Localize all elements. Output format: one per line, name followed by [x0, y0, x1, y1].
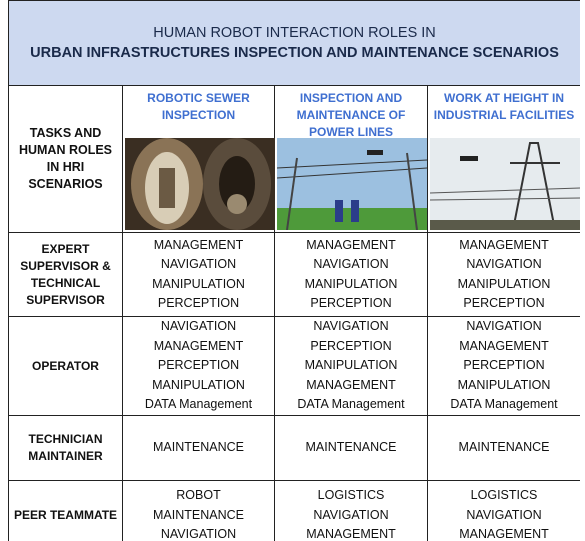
role-row: OPERATOR NAVIGATION MANAGEMENT PERCEPTION MA… — [8, 316, 580, 416]
task-cell: LOGISTICS NAVIGATION MANAGEMENT — [426, 480, 580, 541]
task-item: MANIPULATION — [457, 377, 551, 392]
role-cell: TECHNICIAN MAINTAINER — [8, 415, 123, 481]
sewer-photo — [125, 138, 275, 230]
task-item: DATA Management — [144, 397, 253, 412]
task-item: PERCEPTION — [463, 358, 545, 373]
task-item: NAVIGATION — [160, 527, 237, 541]
page: HUMAN ROBOT INTERACTION ROLES IN URBAN I… — [8, 0, 580, 541]
role-cell: OPERATOR — [8, 316, 123, 416]
role-row: TECHNICIAN MAINTAINER MAINTENANCE MAINTENA… — [8, 415, 580, 481]
task-item: MANAGEMENT — [306, 377, 396, 392]
task-item: MAINTENANCE — [458, 440, 550, 455]
role-row: PEER TEAMMATE ROBOT MAINTENANCE NAVIGATION L… — [8, 480, 580, 541]
task-cell: MANAGEMENT NAVIGATION MANIPULATION PERCEPTI… — [274, 232, 428, 317]
task-item: LOGISTICS — [470, 488, 538, 503]
task-item: MANIPULATION — [304, 276, 398, 291]
task-item: PERCEPTION — [310, 296, 392, 310]
title-cell: HUMAN ROBOT INTERACTION ROLES IN URBAN I… — [8, 0, 580, 86]
task-cell: MAINTENANCE — [274, 415, 428, 481]
task-cell: ROBOT MAINTENANCE NAVIGATION — [122, 480, 275, 541]
corner-cell: TASKS AND HUMAN ROLES IN HRI SCENARIOS — [8, 85, 123, 233]
task-cell: MANAGEMENT NAVIGATION MANIPULATION PERCEPTI… — [122, 232, 275, 317]
role-cell: EXPERT SUPERVISOR & TECHNICAL SUPERVISOR — [8, 232, 123, 317]
task-item: MANIPULATION — [152, 276, 245, 291]
title-line: HUMAN ROBOT INTERACTION ROLES IN — [153, 25, 436, 41]
task-item: DATA Management — [297, 397, 405, 412]
task-cell: MAINTENANCE — [426, 415, 580, 481]
scenario-title: ROBOTIC SEWER INSPECTION — [147, 91, 250, 122]
task-item: ROBOT — [176, 488, 221, 503]
task-cell: MANAGEMENT NAVIGATION MANIPULATION PERCEPTI… — [426, 232, 580, 317]
task-item: MANAGEMENT — [306, 237, 396, 252]
task-cell: LOGISTICS NAVIGATION MANAGEMENT — [274, 480, 428, 541]
role-row: EXPERT SUPERVISOR & TECHNICAL SUPERVISOR… — [8, 232, 580, 317]
powerline-photo — [277, 138, 427, 230]
task-item: PERCEPTION — [157, 358, 240, 373]
task-item: MANAGEMENT — [459, 237, 549, 252]
task-item: MANIPULATION — [304, 358, 398, 373]
task-item: NAVIGATION — [466, 257, 542, 271]
task-item: NAVIGATION — [160, 319, 237, 334]
task-cell: NAVIGATION PERCEPTION MANIPULATION MANAGEME… — [274, 316, 428, 416]
scenario-title: WORK AT HEIGHT IN INDUSTRIAL FACILITIES — [433, 91, 575, 122]
task-item: NAVIGATION — [466, 507, 542, 522]
task-item: NAVIGATION — [313, 257, 389, 271]
task-cell: MAINTENANCE — [122, 415, 275, 481]
task-item: MANAGEMENT — [459, 338, 549, 353]
task-item: PERCEPTION — [310, 338, 392, 353]
roles-table: HUMAN ROBOT INTERACTION ROLES IN URBAN I… — [8, 0, 580, 541]
task-item: MANAGEMENT — [306, 527, 396, 541]
task-item: NAVIGATION — [466, 319, 542, 334]
task-cell: NAVIGATION MANAGEMENT PERCEPTION MANIPULATI… — [122, 316, 275, 416]
task-item: DATA Management — [450, 397, 558, 412]
task-item: MANAGEMENT — [153, 338, 244, 353]
role-cell: PEER TEAMMATE — [8, 480, 123, 541]
task-item: PERCEPTION — [463, 296, 545, 310]
task-item: MAINTENANCE — [153, 440, 244, 455]
task-item: NAVIGATION — [313, 507, 389, 522]
task-item: LOGISTICS — [317, 488, 385, 503]
task-item: NAVIGATION — [160, 257, 237, 271]
scenario-cell: ROBOTIC SEWER INSPECTION — [122, 85, 275, 233]
task-item: MANIPULATION — [152, 377, 245, 392]
scenario-cell: INSPECTION AND MAINTENANCE OF POWER LINE… — [274, 85, 428, 233]
task-item: MANIPULATION — [457, 276, 551, 291]
task-item: MANAGEMENT — [459, 527, 549, 541]
task-cell: NAVIGATION MANAGEMENT PERCEPTION MANIPULATI… — [426, 316, 580, 416]
pylon-photo — [430, 138, 580, 230]
task-item: PERCEPTION — [157, 296, 240, 310]
task-item: MAINTENANCE — [153, 507, 244, 522]
scenario-cell: WORK AT HEIGHT IN INDUSTRIAL FACILITIES — [426, 85, 580, 233]
task-item: MANAGEMENT — [153, 237, 244, 252]
scenario-title: INSPECTION AND MAINTENANCE OF POWER LINE… — [296, 91, 406, 139]
task-item: MAINTENANCE — [305, 440, 397, 455]
task-item: NAVIGATION — [313, 319, 389, 334]
title-line: URBAN INFRASTRUCTURES INSPECTION AND MAI… — [30, 45, 559, 61]
